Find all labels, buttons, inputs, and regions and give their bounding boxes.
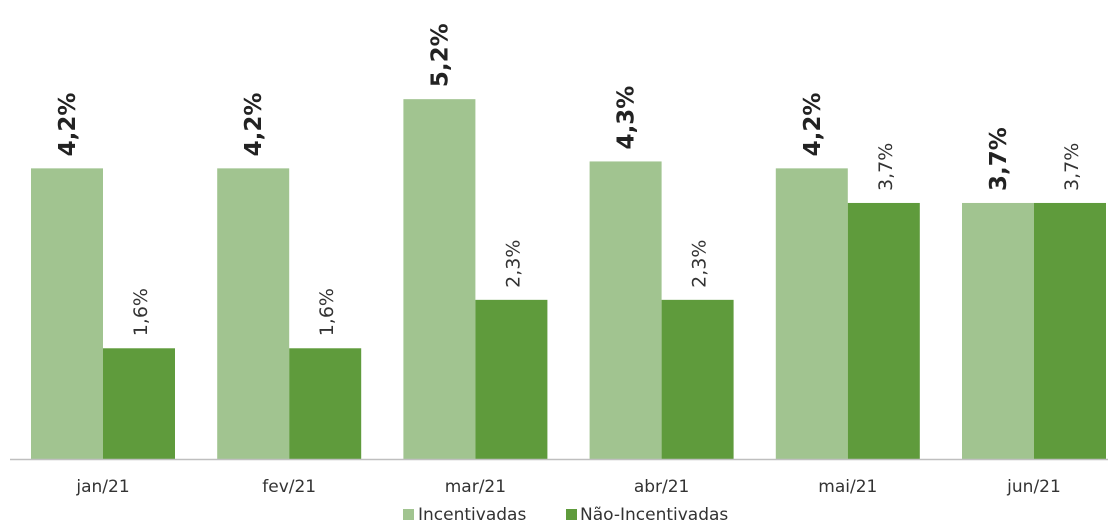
bar-nao-incentivadas-4 <box>847 202 920 459</box>
legend-label-incentivadas: Incentivadas <box>418 505 526 525</box>
legend-swatch-nao-incentivadas <box>566 509 577 520</box>
legend: Incentivadas Não-Incentivadas <box>403 505 728 525</box>
data-label-nao-incentivadas-4: 3,7% <box>875 143 897 191</box>
bars-group <box>31 99 1106 460</box>
data-label-incentivadas-3: 4,3% <box>614 86 640 150</box>
legend-label-nao-incentivadas: Não-Incentivadas <box>580 505 728 525</box>
bar-incentivadas-5 <box>962 202 1034 459</box>
data-label-incentivadas-5: 3,7% <box>986 127 1012 191</box>
bar-nao-incentivadas-5 <box>1034 202 1106 459</box>
bar-nao-incentivadas-3 <box>661 299 734 459</box>
bar-incentivadas-1 <box>217 168 290 460</box>
category-label-2: mar/21 <box>445 477 506 497</box>
bar-nao-incentivadas-0 <box>103 348 175 459</box>
bar-nao-incentivadas-1 <box>289 348 362 459</box>
data-label-nao-incentivadas-3: 2,3% <box>689 240 711 288</box>
data-label-incentivadas-1: 4,2% <box>241 93 267 157</box>
bar-nao-incentivadas-2 <box>475 299 548 459</box>
data-label-incentivadas-4: 4,2% <box>800 93 826 157</box>
category-label-5: jun/21 <box>1006 477 1061 497</box>
category-label-0: jan/21 <box>75 477 129 497</box>
data-labels-group: 4,2% 1,6% 4,2% 1,6% 5,2% 2,3% 4,3% 2,3% 4,2% 3,7%… <box>55 23 1083 336</box>
data-label-nao-incentivadas-0: 1,6% <box>130 288 152 336</box>
category-label-3: abr/21 <box>634 477 690 497</box>
category-label-1: fev/21 <box>262 477 316 497</box>
bar-incentivadas-2 <box>403 99 476 459</box>
data-label-nao-incentivadas-1: 1,6% <box>316 288 338 336</box>
bar-incentivadas-3 <box>589 161 662 459</box>
bar-incentivadas-0 <box>31 168 103 460</box>
data-label-incentivadas-2: 5,2% <box>427 23 453 87</box>
bar-incentivadas-4 <box>775 168 848 460</box>
data-label-nao-incentivadas-5: 3,7% <box>1061 143 1083 191</box>
legend-swatch-incentivadas <box>403 509 414 520</box>
category-label-4: mai/21 <box>818 477 877 497</box>
data-label-nao-incentivadas-2: 2,3% <box>502 240 524 288</box>
data-label-incentivadas-0: 4,2% <box>55 93 81 157</box>
category-labels-group: jan/21 fev/21 mar/21 abr/21 mai/21 jun/21 <box>75 477 1060 497</box>
